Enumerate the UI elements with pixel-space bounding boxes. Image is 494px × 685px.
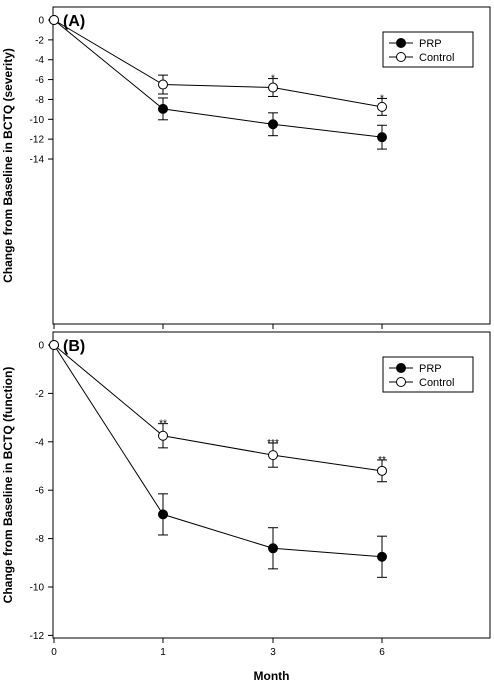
y-tick-label: -2 [35, 389, 44, 400]
significance-marker: * [380, 93, 384, 104]
legend-box [382, 356, 474, 393]
y-tick-label: -12 [30, 631, 45, 642]
data-point-control [49, 15, 59, 25]
y-axis-title: Change from Baseline in BCTQ (function) [1, 367, 15, 604]
data-point-control [158, 430, 168, 441]
legend-label-prp: PRP [419, 363, 442, 375]
legend-label-control: Control [419, 52, 454, 64]
data-point-prp [268, 119, 278, 130]
x-axis-title: Month [254, 669, 290, 683]
series-line-prp [53, 344, 383, 558]
data-point-control [377, 465, 387, 476]
data-point-control [49, 340, 59, 350]
y-tick-label: -2 [35, 35, 44, 46]
data-point-prp [158, 509, 168, 520]
legend-label-prp: PRP [419, 38, 442, 50]
chart-panel-b: 0 -2 -4 -6 -8 -10 -12 0 1 3 6 Change from Baseline … [1, 331, 491, 683]
data-point-control [268, 450, 278, 461]
y-tick-label: -10 [30, 115, 45, 126]
y-tick-label: -4 [35, 55, 44, 66]
panel-label: (B) [63, 338, 85, 355]
data-point-control [158, 79, 168, 90]
plot-frame [52, 6, 491, 325]
x-tick-label: 3 [270, 647, 276, 658]
y-tick-label: -14 [30, 155, 45, 166]
data-point-control [268, 82, 278, 93]
y-tick-label: -4 [35, 437, 44, 448]
y-tick-label: 0 [38, 341, 44, 352]
significance-marker: ** [159, 419, 167, 430]
y-tick-label: -6 [35, 486, 44, 497]
panel-label: (A) [63, 13, 85, 30]
legend-marker-control [396, 377, 406, 387]
legend-marker-prp [396, 38, 406, 48]
data-point-prp [268, 543, 278, 554]
y-tick-label: -12 [30, 135, 45, 146]
legend-marker-control [396, 52, 406, 62]
y-tick-label: -6 [35, 75, 44, 86]
series-line-control [53, 19, 383, 108]
legend-marker-prp [396, 363, 406, 373]
x-tick-label: 6 [379, 647, 385, 658]
data-point-control [377, 101, 387, 112]
series-line-prp [53, 19, 383, 138]
y-tick-label: -8 [35, 95, 44, 106]
y-tick-label: -8 [35, 534, 44, 545]
data-point-prp [158, 103, 168, 114]
data-point-prp [377, 132, 387, 143]
y-tick-label: 0 [38, 16, 44, 27]
legend-label-control: Control [419, 377, 454, 389]
x-tick-label: 0 [51, 647, 57, 658]
x-tick-label: 1 [160, 647, 166, 658]
significance-marker: ** [378, 455, 386, 466]
y-axis-title: Change from Baseline in BCTQ (severity) [1, 48, 15, 283]
significance-marker: * [271, 74, 275, 85]
y-tick-label: -10 [30, 583, 45, 594]
chart-panel-a: 0 -2 -4 -6 -8 -10 -12 -14 Change from Baseline i… [1, 6, 491, 329]
series-line-control [53, 344, 383, 472]
significance-marker: *** [267, 438, 279, 449]
legend-box [382, 31, 474, 68]
data-point-prp [377, 551, 387, 562]
plot-frame [52, 331, 491, 639]
